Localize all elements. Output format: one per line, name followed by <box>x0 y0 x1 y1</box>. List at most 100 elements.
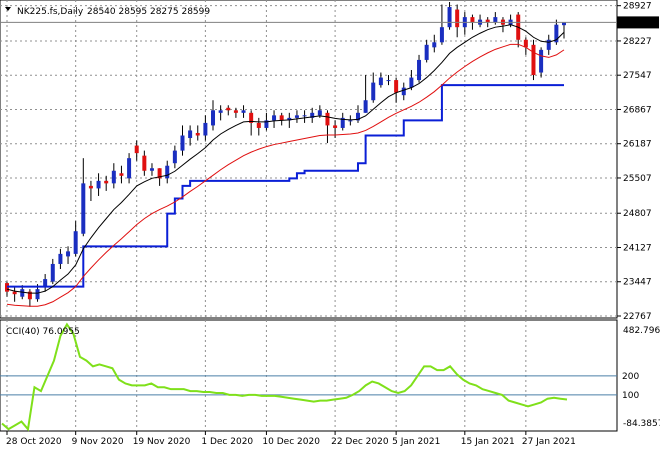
candle-bear <box>27 291 32 300</box>
time-tick-label: 5 Jan 2021 <box>392 437 440 447</box>
candle-bear <box>134 145 139 154</box>
cci-indicator <box>1 322 568 432</box>
candle-bear <box>226 107 231 111</box>
candle-bear <box>531 44 536 76</box>
price-tick-label: 24807 <box>623 209 652 219</box>
candle-bear <box>88 185 93 189</box>
candle-bull <box>58 253 63 264</box>
time-tick-label: 19 Nov 2020 <box>133 437 191 447</box>
fast-ma-line <box>6 24 565 294</box>
candle-bull <box>272 115 277 121</box>
candle-bear <box>523 39 528 48</box>
candle-bull <box>43 279 48 287</box>
candle-bull <box>81 183 86 234</box>
candle-bear <box>470 17 475 23</box>
price-tick-label: 26867 <box>623 105 652 115</box>
candle-bull <box>340 117 345 128</box>
price-tick-label: 24127 <box>623 243 652 253</box>
candle-bull <box>211 110 216 126</box>
time-tick-label: 28 Oct 2020 <box>6 437 62 447</box>
candle-bull <box>417 59 422 81</box>
candle-bull <box>554 24 559 43</box>
cci-level-tag <box>619 369 641 382</box>
candle-bull <box>439 27 444 43</box>
candle-bull <box>203 122 208 136</box>
candle-bull <box>401 87 406 96</box>
cci-max-label: 482.7966 <box>623 326 660 336</box>
candle-bull <box>111 170 116 184</box>
candle-bull <box>165 165 170 179</box>
time-tick-label: 27 Jan 2021 <box>522 437 576 447</box>
candle-bull <box>96 180 101 189</box>
cci-level-label: 200 <box>622 372 639 382</box>
candle-bear <box>119 173 124 176</box>
time-tick-label: 1 Dec 2020 <box>201 437 253 447</box>
candle-bull <box>287 117 292 121</box>
chart-header: NK225.fs,Daily 28540 28595 28275 28599 <box>5 7 210 17</box>
candle-bull <box>432 42 437 48</box>
time-tick-label: 15 Jan 2021 <box>461 437 515 447</box>
candle-bear <box>104 180 109 184</box>
symbol-label: NK225.fs,Daily <box>17 7 84 17</box>
candle-bear <box>394 80 399 93</box>
candle-bull <box>241 110 246 113</box>
time-axis: 28 Oct 2020 9 Nov 2020 19 Nov 2020 1 Dec 20… <box>6 431 576 447</box>
candle-bull <box>302 115 307 117</box>
candle-bull <box>409 77 414 88</box>
current-price-tag <box>617 16 659 29</box>
candle-bear <box>325 112 330 126</box>
candle-bull <box>149 168 154 171</box>
price-lines <box>0 21 617 307</box>
candle-bull <box>363 100 368 113</box>
cci-min-label: -84.3857 <box>623 419 660 429</box>
candle-bull <box>50 263 55 282</box>
time-tick-label: 10 Dec 2020 <box>262 437 320 447</box>
time-tick-label: 22 Dec 2020 <box>331 437 389 447</box>
candle-bull <box>371 82 376 101</box>
candle-bull <box>294 115 299 118</box>
candle-bear <box>195 132 200 136</box>
candle-bull <box>35 289 40 300</box>
candle-bull <box>310 112 315 118</box>
candle-bear <box>333 125 338 128</box>
gridlines <box>0 0 617 431</box>
candle-bear <box>233 110 238 113</box>
main-plot-area <box>0 0 618 319</box>
price-tick-label: 27547 <box>623 71 652 81</box>
price-tick-label: 28227 <box>623 37 652 47</box>
candle-bull <box>539 49 544 73</box>
price-axis: 28927 28227 27547 26867 26187 25507 24807 24127… <box>617 2 660 429</box>
candle-bear <box>142 155 147 171</box>
candle-bear <box>256 122 261 128</box>
candle-bear <box>279 115 284 121</box>
candle-bull <box>180 135 185 151</box>
candle-bull <box>188 130 193 139</box>
candle-bear <box>455 9 460 28</box>
candle-bull <box>386 80 391 82</box>
candle-bear <box>12 291 17 295</box>
stop-line <box>7 84 564 288</box>
candle-bull <box>66 251 71 257</box>
candle-bull <box>127 158 132 179</box>
cci-level-label: 100 <box>622 391 639 401</box>
candle-bull <box>493 17 498 23</box>
candle-bull <box>546 39 551 50</box>
candle-bull <box>348 120 353 122</box>
chevron-down-icon[interactable] <box>5 7 11 11</box>
candle-bull <box>317 110 322 116</box>
price-tick-label: 23447 <box>623 278 652 288</box>
candle-bull <box>218 110 223 113</box>
candle-bull <box>447 7 452 28</box>
cci-level-lines: 200 100 <box>0 369 641 401</box>
cci-line <box>1 322 568 432</box>
candle-bull <box>20 289 25 297</box>
price-tick-label: 22767 <box>623 312 652 322</box>
candle-bull <box>73 231 78 254</box>
candle-bear <box>485 19 490 23</box>
time-tick-label: 9 Nov 2020 <box>72 437 124 447</box>
price-tick-label: 28927 <box>623 2 652 12</box>
current-price-label: 28595 <box>621 18 650 28</box>
candle-bull <box>562 22 566 26</box>
cci-level-tag <box>619 388 641 401</box>
